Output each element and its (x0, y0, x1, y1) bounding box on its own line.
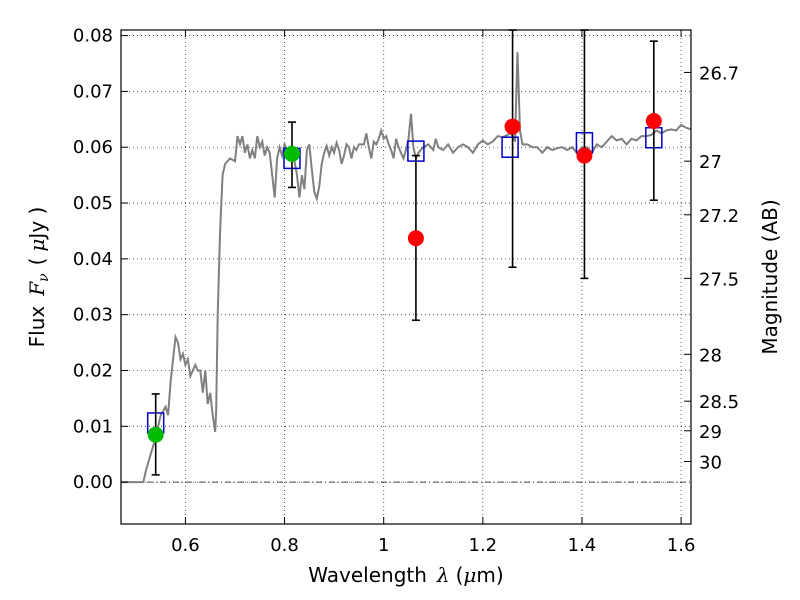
magnitude-tick-label: 29 (699, 422, 722, 443)
model-spectrum-line (121, 52, 691, 484)
plot-frame (120, 29, 692, 525)
x-tick-label: 0.8 (270, 535, 299, 556)
x-axis-title: Wavelength λ (μm) (308, 563, 503, 587)
data-points (147, 112, 662, 443)
model-photometry-square (501, 136, 519, 158)
measurement-point (504, 118, 521, 135)
magnitude-tick-label: 27.2 (699, 206, 739, 227)
x-tick-label: 0.6 (171, 535, 200, 556)
magnitude-tick-label: 30 (699, 452, 722, 473)
measurement-point (576, 147, 593, 164)
x-tick-label: 1.6 (667, 535, 696, 556)
axis-ticks (121, 30, 691, 524)
y-tick-label: 0.08 (73, 26, 113, 47)
magnitude-axis-title: Magnitude (AB) (758, 199, 782, 354)
measurement-point (407, 230, 424, 247)
y-tick-label: 0.07 (73, 81, 113, 102)
grid (121, 30, 691, 524)
magnitude-tick-labels: 26.7 27 27.2 27.5 28 28.5 29 30 (699, 63, 739, 473)
error-bars (151, 29, 658, 476)
y-tick-label: 0.02 (73, 360, 113, 381)
magnitude-tick-label: 26.7 (699, 63, 739, 84)
measurement-point (645, 112, 662, 129)
magnitude-tick-label: 28 (699, 345, 722, 366)
y-axis-title: FluxFν(μJy ) (25, 207, 52, 348)
magnitude-tick-label: 28.5 (699, 392, 739, 413)
x-tick-label: 1.2 (469, 535, 498, 556)
y-tick-label: 0.04 (73, 249, 113, 270)
y-tick-label: 0.06 (73, 137, 113, 158)
y-tick-label: 0.05 (73, 193, 113, 214)
y-tick-label: 0.00 (73, 472, 113, 493)
y-tick-labels: 0.00 0.01 0.02 0.03 0.04 0.05 0.06 0.07 0.08 (73, 26, 113, 494)
magnitude-tick-label: 27 (699, 152, 722, 173)
x-tick-labels: 0.6 0.8 1 1.2 1.4 1.6 (171, 535, 695, 556)
magnitude-tick-label: 27.5 (699, 269, 739, 290)
x-tick-label: 1.4 (568, 535, 597, 556)
x-tick-label: 1 (378, 535, 389, 556)
y-tick-label: 0.03 (73, 305, 113, 326)
detection-point (284, 145, 300, 162)
detection-point (147, 426, 164, 443)
y-tick-label: 0.01 (73, 416, 113, 437)
